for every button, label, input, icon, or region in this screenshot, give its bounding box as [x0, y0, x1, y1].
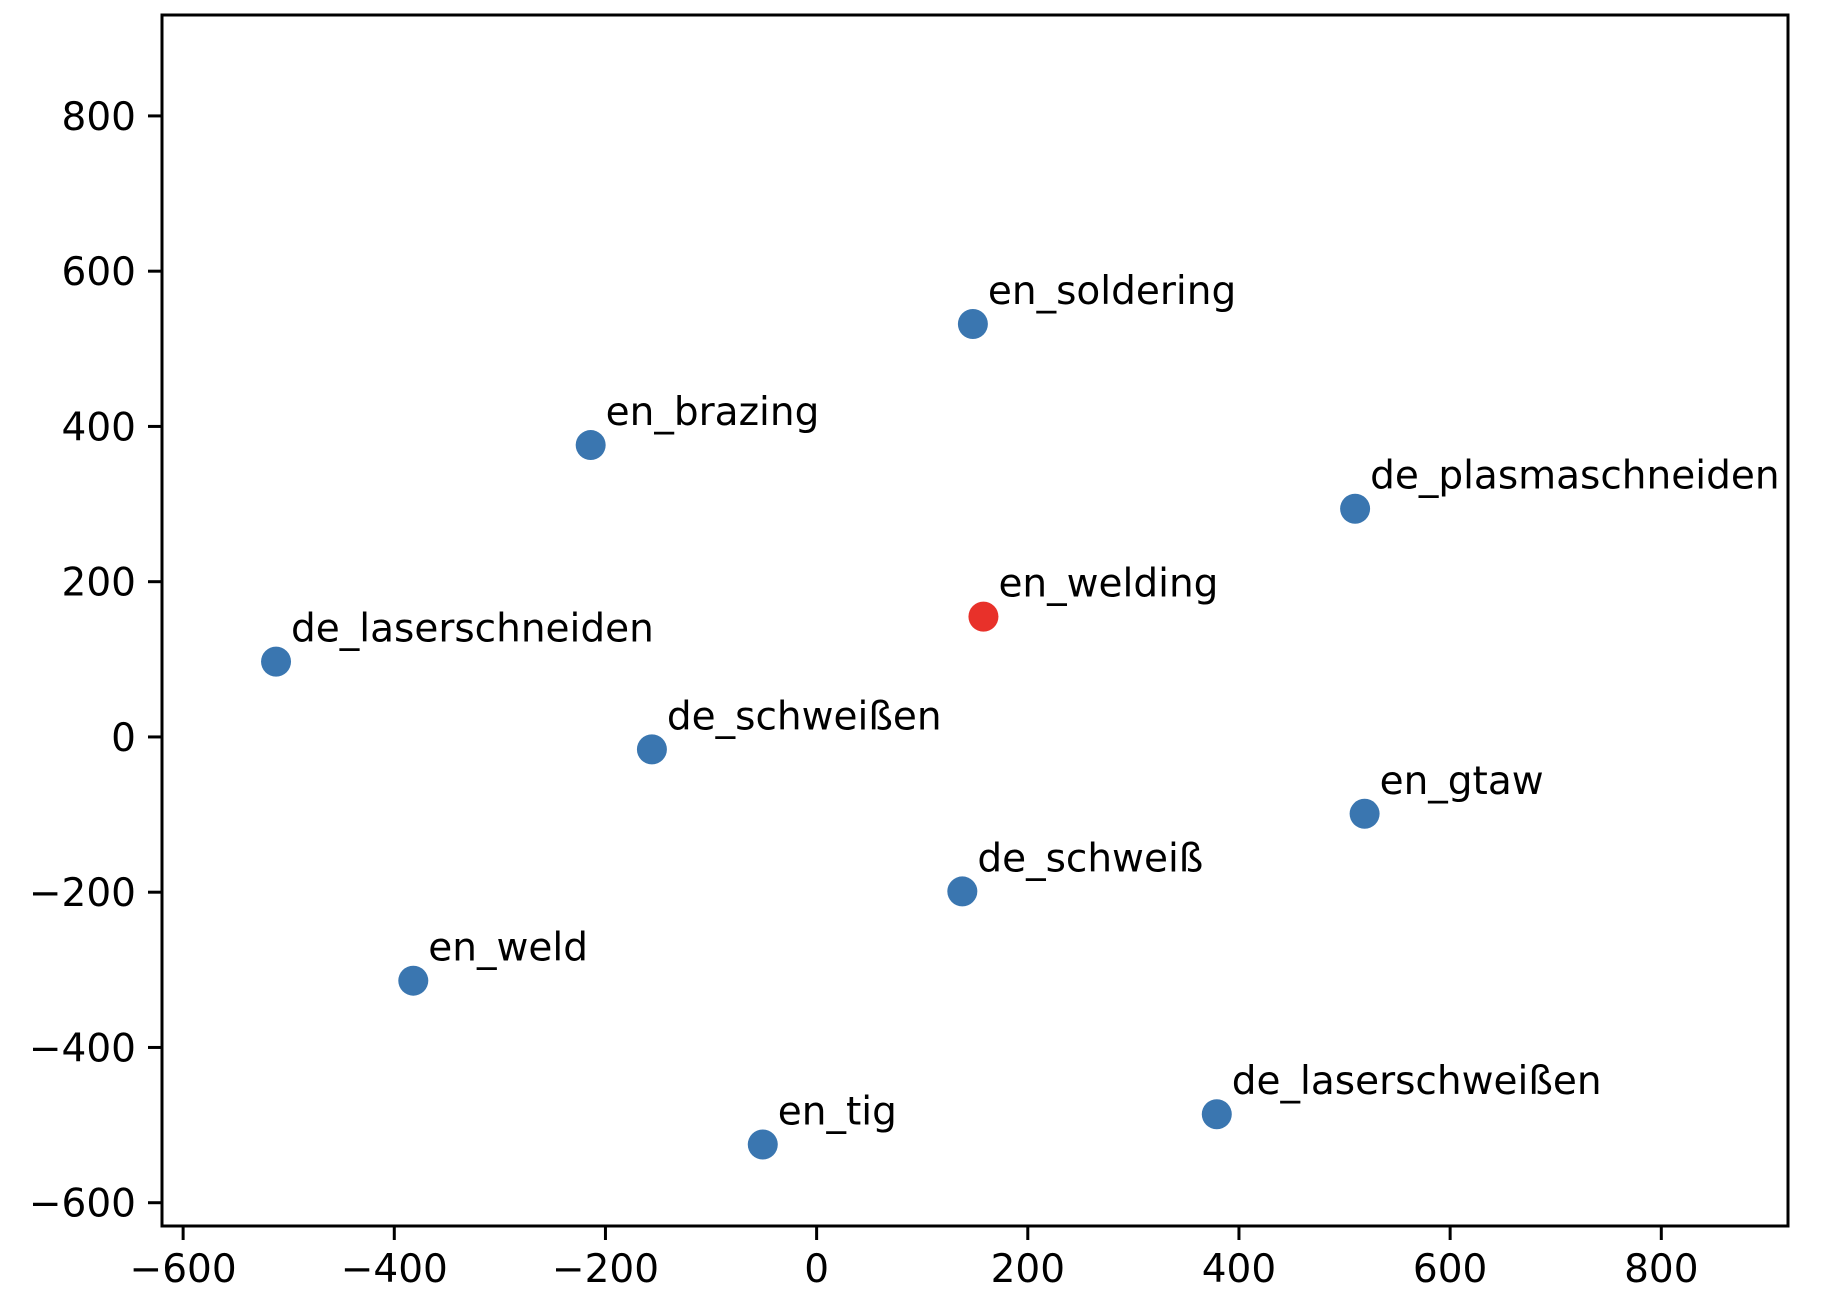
- data-points: [261, 308, 1380, 1160]
- data-label: en_soldering: [988, 269, 1236, 314]
- data-label: de_laserschweißen: [1232, 1059, 1602, 1104]
- data-label: en_brazing: [606, 390, 820, 435]
- data-point: [1340, 493, 1371, 524]
- x-tick-label: 0: [804, 1247, 829, 1292]
- data-point: [947, 876, 978, 907]
- data-label: en_tig: [778, 1089, 897, 1134]
- y-tick-label: 800: [62, 95, 136, 140]
- data-point: [1201, 1099, 1232, 1130]
- y-tick-label: −600: [29, 1182, 136, 1227]
- x-tick-label: 400: [1202, 1247, 1276, 1292]
- data-label: de_schweiß: [977, 836, 1203, 881]
- point-labels: en_soldering en_brazing de_plasmaschneiden…: [291, 269, 1780, 1135]
- y-tick-label: 200: [62, 561, 136, 606]
- data-point-highlight: [968, 601, 999, 632]
- x-axis: −600 −400 −200 0 200 400 600 800: [130, 1226, 1699, 1292]
- data-point: [957, 308, 988, 339]
- x-tick-label: 800: [1624, 1247, 1698, 1292]
- data-label: de_laserschneiden: [291, 607, 654, 652]
- data-label: de_plasmaschneiden: [1370, 454, 1779, 499]
- x-tick-label: −200: [552, 1247, 659, 1292]
- data-label: en_welding: [998, 562, 1218, 607]
- y-tick-label: 0: [111, 716, 136, 761]
- data-label: en_weld: [428, 926, 588, 971]
- data-point: [1349, 798, 1380, 829]
- data-point: [398, 965, 429, 996]
- x-tick-label: 600: [1413, 1247, 1487, 1292]
- y-tick-label: −400: [29, 1026, 136, 1071]
- data-point: [575, 430, 606, 461]
- data-label: de_schweißen: [667, 694, 942, 739]
- data-point: [636, 734, 667, 765]
- y-tick-label: 600: [62, 250, 136, 295]
- data-point: [261, 646, 292, 677]
- y-axis: −600 −400 −200 0 200 400 600 800: [29, 95, 162, 1227]
- y-tick-label: −200: [29, 871, 136, 916]
- x-tick-label: −400: [341, 1247, 448, 1292]
- data-label: en_gtaw: [1380, 759, 1544, 804]
- y-tick-label: 400: [62, 405, 136, 450]
- plot-frame: [160, 13, 1790, 1228]
- x-tick-label: −600: [130, 1247, 237, 1292]
- x-tick-label: 200: [991, 1247, 1065, 1292]
- data-point: [747, 1129, 778, 1160]
